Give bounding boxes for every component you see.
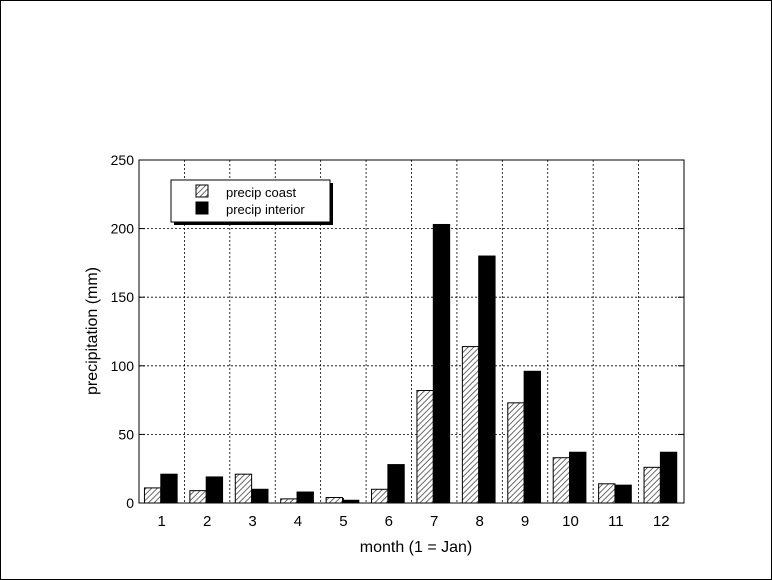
legend-label-coast: precip coast [226, 185, 296, 200]
x-tick-label: 6 [385, 513, 393, 530]
x-tick-label: 7 [430, 513, 438, 530]
bar-coast-1 [143, 487, 162, 504]
bar-interior-7 [432, 223, 451, 504]
y-tick-label: 0 [126, 495, 134, 511]
x-tick-label: 10 [562, 513, 579, 530]
bar-coast-6 [371, 488, 389, 504]
x-tick-label: 8 [475, 513, 483, 530]
legend-swatch-coast [195, 184, 209, 198]
x-tick-label: 12 [653, 513, 670, 530]
bar-coast-8 [461, 346, 480, 504]
bar-coast-3 [234, 473, 253, 504]
bar-interior-9 [523, 370, 541, 504]
x-tick-label: 1 [158, 513, 166, 530]
bar-coast-12 [643, 466, 661, 504]
y-axis-label: precipitation (mm) [84, 267, 101, 395]
bar-coast-10 [552, 457, 571, 504]
x-tick-label: 2 [203, 513, 211, 530]
bar-interior-3 [251, 488, 269, 504]
y-tick-label: 200 [111, 221, 135, 237]
bar-interior-10 [569, 451, 587, 504]
bar-interior-8 [478, 255, 496, 504]
axes [138, 159, 685, 504]
bar-coast-5 [325, 497, 343, 504]
bar-coast-11 [598, 483, 616, 504]
bars [143, 223, 678, 504]
bar-coast-2 [189, 490, 207, 504]
bar-coast-7 [416, 389, 434, 504]
bar-interior-6 [387, 464, 405, 504]
y-tick-label: 250 [111, 152, 135, 168]
x-tick-label: 3 [248, 513, 256, 530]
bar-interior-1 [160, 473, 178, 504]
y-tick-label: 150 [111, 289, 135, 305]
bar-interior-11 [614, 484, 632, 504]
y-tick-label: 100 [111, 358, 135, 374]
legend-label-interior: precip interior [226, 202, 305, 217]
bar-coast-9 [507, 402, 525, 504]
legend-swatch-interior [195, 201, 209, 215]
bar-interior-4 [296, 491, 314, 504]
bar-interior-2 [205, 476, 224, 504]
bar-interior-12 [659, 451, 678, 504]
x-tick-label: 11 [608, 513, 624, 530]
legend: precip coast precip interior [170, 179, 333, 225]
bar-coast-4 [280, 498, 298, 504]
y-tick-label: 50 [118, 426, 134, 442]
x-tick-label: 5 [339, 513, 347, 530]
x-axis-label: month (1 = Jan) [360, 539, 473, 556]
x-tick-label: 4 [294, 513, 302, 530]
x-tick-label: 9 [521, 513, 529, 530]
plot-frame [138, 159, 685, 504]
